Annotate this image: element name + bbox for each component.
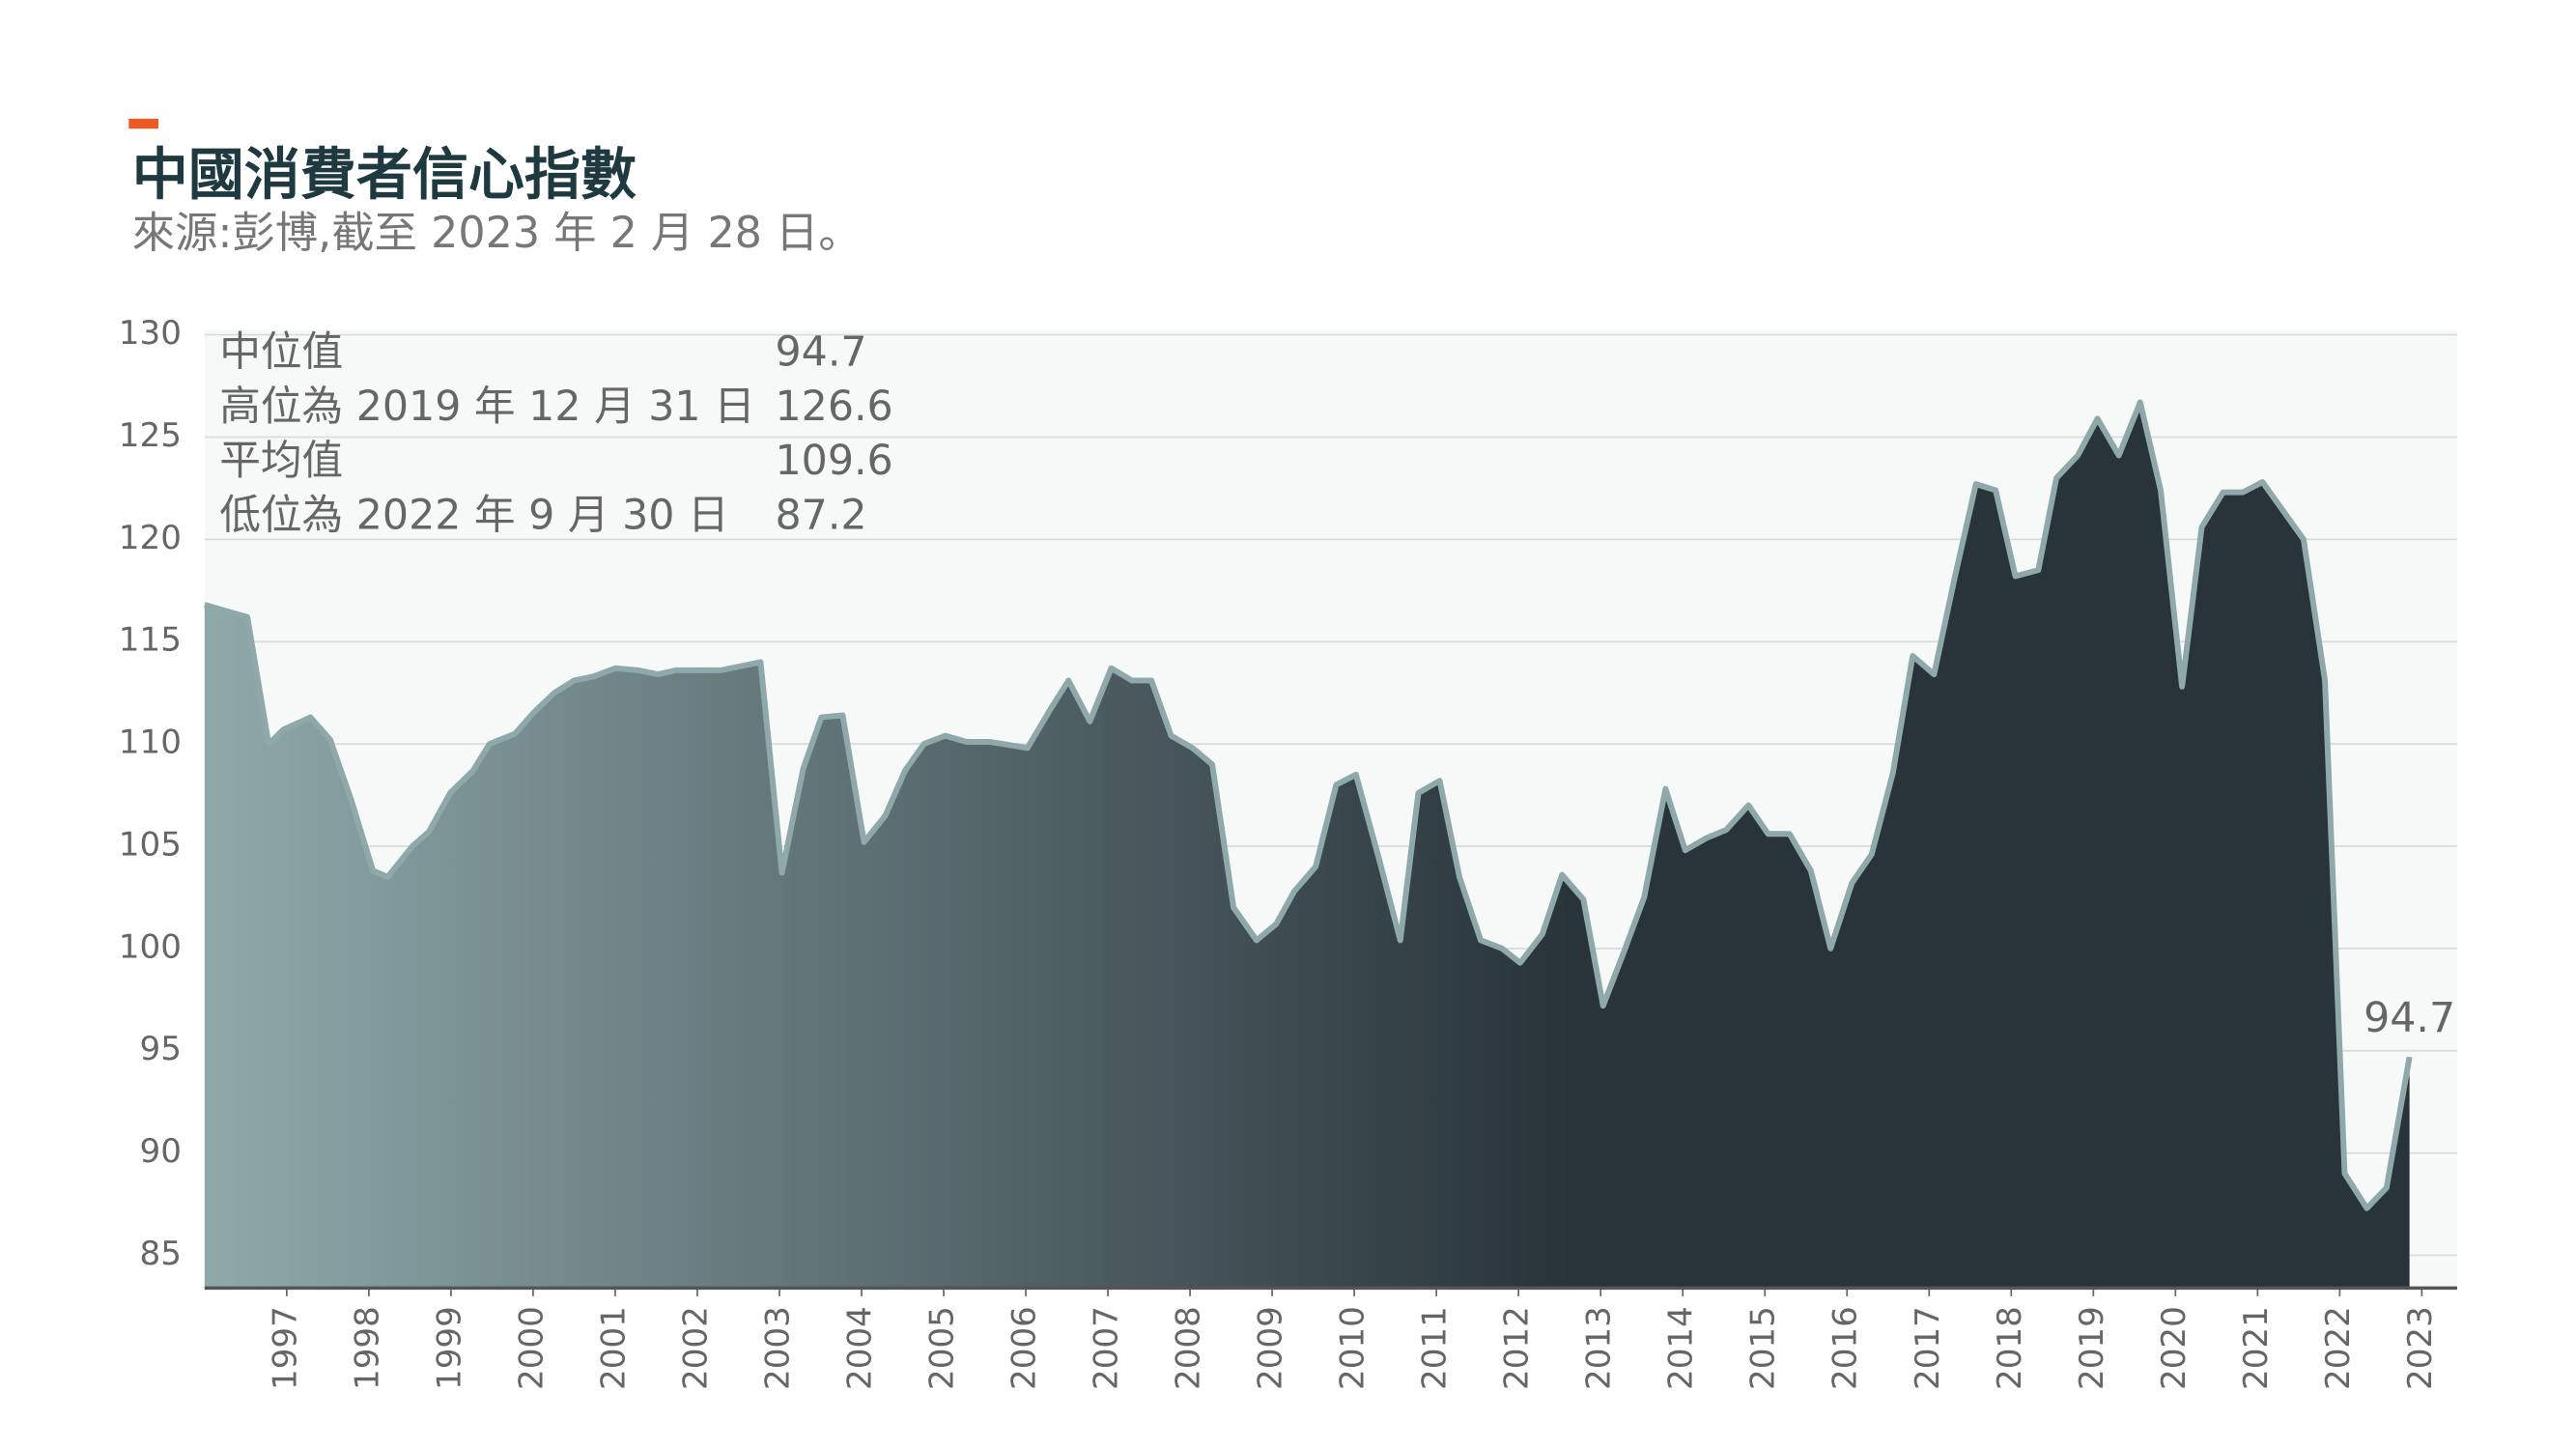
stat-value: 87.2 xyxy=(776,492,867,540)
y-tick-label: 120 xyxy=(119,519,182,557)
stat-value: 94.7 xyxy=(776,328,867,377)
y-tick-label: 100 xyxy=(119,927,182,966)
chart-subtitle: 來源:彭博,截至 2023 年 2 月 28 日。 xyxy=(132,209,862,258)
x-tick-label: 2020 xyxy=(2155,1306,2194,1390)
area-fill xyxy=(204,402,2410,1289)
stat-value: 109.6 xyxy=(776,437,893,485)
stat-label: 平均值 xyxy=(219,437,343,485)
x-tick-label: 2007 xyxy=(1088,1306,1126,1390)
x-tick-label: 2000 xyxy=(512,1306,551,1390)
y-tick-label: 110 xyxy=(119,724,182,762)
y-tick-label: 105 xyxy=(119,825,182,864)
x-tick-label: 2017 xyxy=(1909,1306,1947,1390)
stat-label: 中位值 xyxy=(219,328,343,377)
stat-value: 126.6 xyxy=(776,383,893,431)
stat-label: 低位為 2022 年 9 月 30 日 xyxy=(219,492,728,540)
x-tick-label: 2021 xyxy=(2237,1306,2276,1390)
x-tick-label: 2016 xyxy=(1826,1306,1865,1390)
x-tick-label: 1998 xyxy=(348,1306,386,1390)
x-tick-label: 2002 xyxy=(676,1306,715,1390)
x-tick-label: 2012 xyxy=(1498,1306,1537,1390)
x-tick-label: 2013 xyxy=(1580,1306,1619,1390)
x-tick-label: 2008 xyxy=(1170,1306,1208,1390)
x-tick-label: 1999 xyxy=(430,1306,468,1390)
data-label: 94.7 xyxy=(2364,994,2455,1042)
y-tick-label: 115 xyxy=(119,621,182,660)
y-tick-label: 130 xyxy=(119,314,182,353)
x-tick-label: 2010 xyxy=(1334,1306,1373,1390)
x-tick-label: 2019 xyxy=(2073,1306,2111,1390)
y-tick-label: 95 xyxy=(139,1030,181,1068)
x-tick-label: 2011 xyxy=(1416,1306,1455,1390)
x-tick-label: 2018 xyxy=(1991,1306,2029,1390)
chart-title: 中國消費者信心指數 xyxy=(132,141,637,207)
x-tick-label: 2014 xyxy=(1662,1306,1701,1390)
x-tick-label: 2015 xyxy=(1744,1306,1783,1390)
x-tick-label: 2022 xyxy=(2319,1306,2358,1390)
accent-mark xyxy=(128,118,159,129)
line xyxy=(204,399,2413,1211)
x-tick-label: 2004 xyxy=(840,1306,879,1390)
y-tick-label: 125 xyxy=(119,416,182,455)
x-tick-label: 2009 xyxy=(1252,1306,1290,1390)
y-tick-label: 85 xyxy=(139,1235,181,1273)
stat-label: 高位為 2019 年 12 月 31 日 xyxy=(219,383,755,431)
x-tick-label: 2001 xyxy=(594,1306,633,1390)
x-tick-label: 2003 xyxy=(758,1306,797,1390)
x-tick-label: 1997 xyxy=(266,1306,304,1390)
y-tick-label: 90 xyxy=(139,1132,181,1171)
x-tick-label: 2005 xyxy=(923,1306,962,1390)
x-tick-label: 2023 xyxy=(2401,1306,2440,1390)
x-tick-label: 2006 xyxy=(1005,1306,1044,1390)
